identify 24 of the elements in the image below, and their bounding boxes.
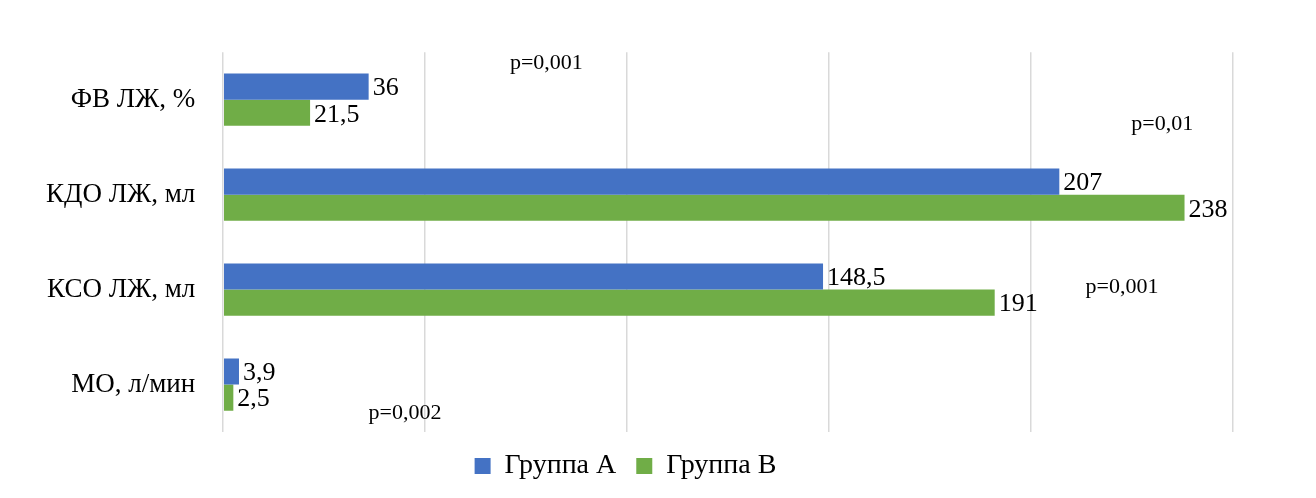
y-tick-label: КДО ЛЖ, мл bbox=[45, 177, 196, 208]
y-tick-label: ФВ ЛЖ, % bbox=[70, 82, 196, 113]
bar bbox=[223, 289, 995, 316]
y-tick-label: МО, л/мин bbox=[71, 367, 196, 398]
data-label: 238 bbox=[1188, 193, 1228, 223]
data-label: 36 bbox=[372, 72, 399, 102]
data-label: 21,5 bbox=[314, 98, 360, 128]
data-label: 191 bbox=[998, 288, 1038, 318]
bar bbox=[223, 99, 311, 126]
legend-label: Группа В bbox=[666, 448, 777, 480]
bar bbox=[223, 194, 1185, 221]
legend-label: Группа А bbox=[504, 448, 618, 480]
annotation: p=0,001 bbox=[509, 49, 583, 75]
annotation: p=0,002 bbox=[368, 398, 442, 424]
bar bbox=[223, 384, 234, 411]
bar bbox=[223, 168, 1060, 195]
annotation: p=0,001 bbox=[1085, 273, 1159, 299]
bar bbox=[223, 358, 239, 385]
data-label: 207 bbox=[1063, 167, 1103, 197]
bar bbox=[223, 263, 824, 290]
bar bbox=[223, 73, 369, 100]
data-label: 148,5 bbox=[827, 262, 886, 292]
annotation: p=0,01 bbox=[1131, 110, 1194, 136]
y-tick-label: КСО ЛЖ, мл bbox=[47, 272, 196, 303]
